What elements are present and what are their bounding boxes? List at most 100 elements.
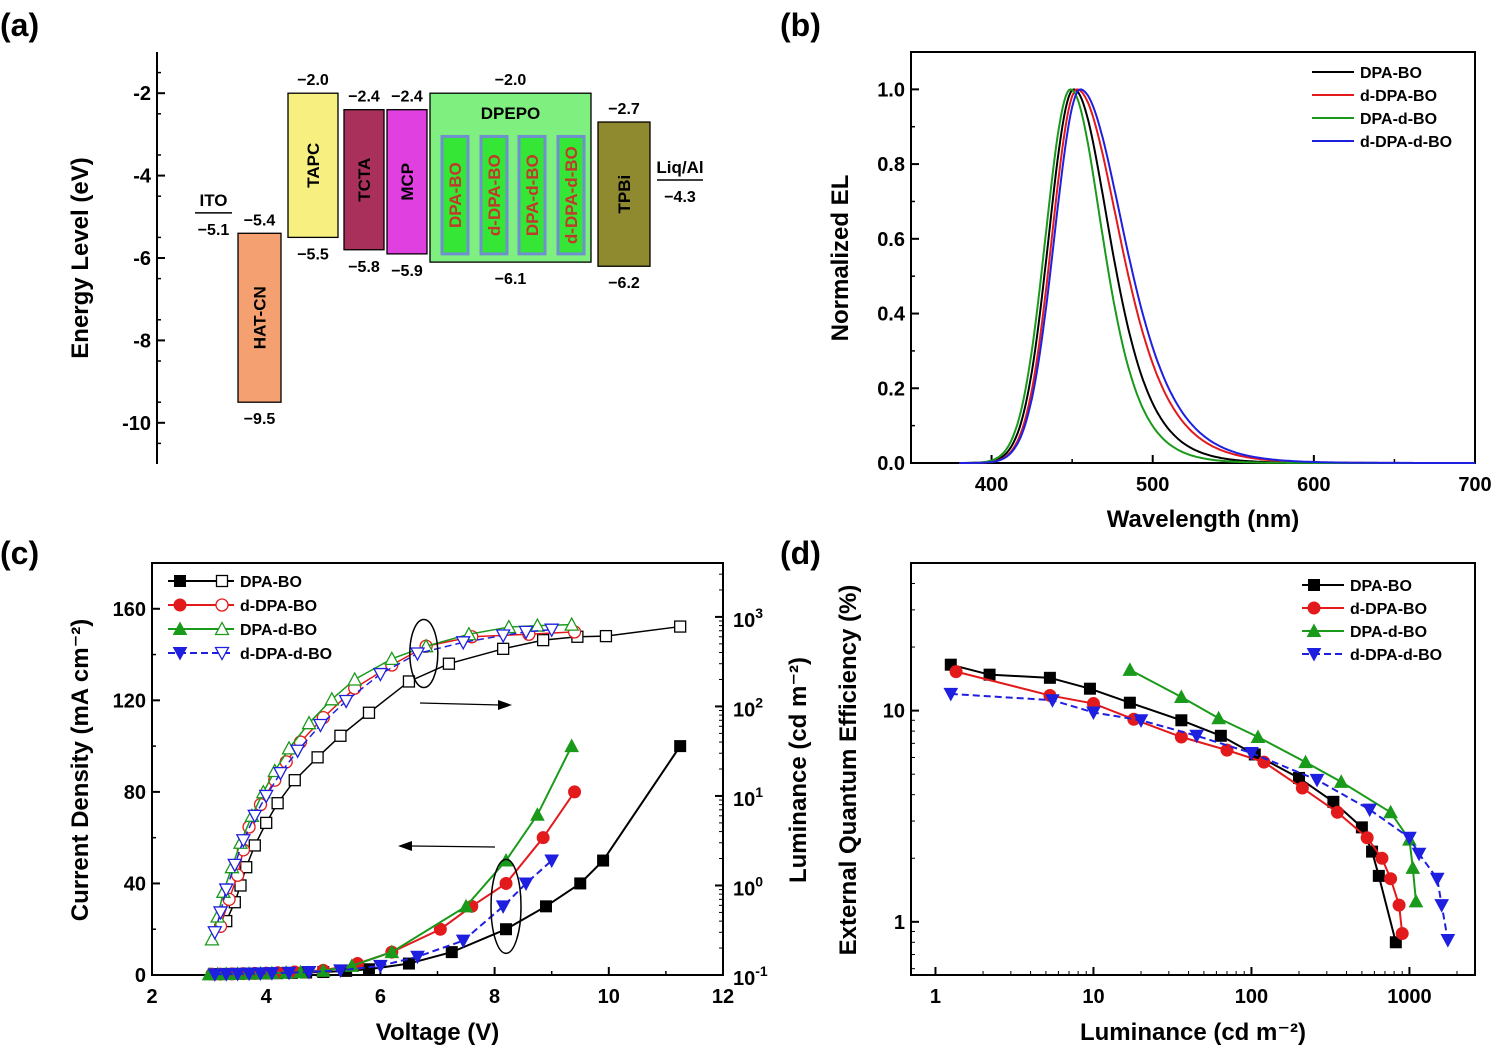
current-point	[518, 877, 534, 891]
panel-label-d: (d)	[780, 535, 821, 571]
luminance-point	[311, 751, 324, 764]
panel-label-b: (b)	[780, 7, 821, 43]
data-point	[1123, 696, 1136, 709]
data-point	[1333, 774, 1349, 788]
current-point	[544, 854, 560, 869]
y-tick-label: 40	[124, 873, 146, 895]
legend-label: d-DPA-d-BO	[1350, 647, 1442, 664]
y-tick-label: 10	[883, 701, 905, 723]
x-tick-label: 400	[975, 474, 1008, 496]
layer-tcta: −2.4 −5.8 TCTA	[343, 89, 385, 276]
legend-entry-dpa-d-bo: DPA-d-BO	[1302, 623, 1427, 641]
legend-label: DPA-BO	[1360, 65, 1422, 82]
data-point	[1366, 845, 1379, 858]
current-point	[230, 967, 245, 982]
luminance-point	[536, 633, 550, 647]
luminance-ellipse	[409, 618, 439, 689]
data-point	[1402, 831, 1417, 846]
legend-label: DPA-BO	[240, 574, 302, 591]
data-point	[1298, 754, 1313, 769]
luminance-point	[384, 650, 400, 665]
luminance-point	[288, 774, 301, 787]
current-point	[536, 831, 550, 845]
layer-label: TCTA	[355, 158, 374, 202]
legend-label: DPA-d-BO	[240, 622, 317, 639]
panel-d-eqe: 1 10 100 1000 1 10 Luminance (cd m⁻²) External …	[835, 562, 1476, 1046]
luminance-point	[338, 694, 354, 709]
layer-dpepo: −2.0 −6.1 DPEPO DPA-BO d-DPA-BO DPA-d-BO d-DPA…	[429, 72, 592, 288]
luminance-point	[271, 797, 284, 810]
emitter-box	[440, 134, 470, 256]
current-line	[209, 745, 573, 976]
luminance-point	[455, 636, 471, 651]
legend-marker	[1306, 648, 1322, 662]
legend-label: DPA-BO	[1350, 578, 1412, 595]
electrode-liq-al: Liq/Al −4.3	[656, 158, 703, 206]
data-point	[1411, 847, 1427, 862]
emitter-d-dpa-bo: d-DPA-BO	[479, 134, 509, 256]
data-point	[1309, 773, 1325, 788]
current-point	[218, 968, 234, 982]
y-tick-label: 0.6	[877, 229, 905, 251]
luminance-point	[372, 667, 388, 682]
data-point	[1122, 662, 1138, 676]
data-point	[1429, 872, 1445, 887]
current-line	[214, 745, 682, 976]
data-point	[1408, 893, 1424, 908]
x-tick-label: 4	[261, 986, 273, 1008]
legend-entry-dpa-bo: DPA-BO	[168, 574, 302, 591]
legend-entry-d-dpa-d-bo: d-DPA-d-BO	[1302, 647, 1442, 664]
luminance-point	[564, 616, 580, 631]
data-point	[1395, 927, 1409, 941]
legend: DPA-BO d-DPA-BO DPA-d-BO d-DPA-d-BO	[168, 574, 332, 663]
plot-frame	[910, 51, 1476, 464]
legend-entry-d-dpa-d-bo: d-DPA-d-BO	[1312, 134, 1452, 151]
y2-tick-label: 100	[733, 873, 763, 900]
y2-axis-title: Luminance (cd m⁻²)	[785, 657, 812, 883]
lumo-level-label: −2.4	[348, 89, 380, 106]
panel-label-a: (a)	[0, 7, 39, 43]
legend-marker	[1308, 579, 1320, 591]
x-tick-label: 10	[598, 986, 620, 1008]
current-arrow-head	[398, 841, 412, 851]
current-point	[539, 900, 552, 913]
current-point	[281, 966, 297, 981]
x-tick-label: 700	[1458, 474, 1491, 496]
data-point	[1133, 714, 1149, 728]
legend-label: d-DPA-BO	[1360, 88, 1437, 105]
current-point	[301, 966, 317, 980]
emitter-label: d-DPA-d-BO	[562, 146, 581, 244]
luminance-point	[495, 629, 511, 644]
y-tick-label: 0.2	[877, 378, 905, 400]
data-point	[1360, 831, 1374, 845]
data-point	[1392, 898, 1406, 912]
luminance-point	[207, 926, 223, 941]
x-axis-title: Luminance (cd m⁻²)	[1080, 1019, 1306, 1046]
current-point	[674, 740, 687, 753]
legend-marker	[1307, 601, 1321, 615]
emitter-dpa-d-bo: DPA-d-BO	[517, 134, 547, 256]
y-tick-label: -2	[133, 83, 151, 105]
luminance-arrow-head	[498, 700, 512, 710]
data-point	[1440, 934, 1456, 948]
luminance-arrow-line	[419, 702, 501, 706]
layer-mcp: −2.4 −5.9 MCP	[386, 89, 428, 280]
data-point	[1214, 729, 1227, 742]
series-dpa-bo	[944, 658, 1402, 949]
legend-entry-d-dpa-bo: d-DPA-BO	[1302, 601, 1427, 618]
x-tick-label: 1000	[1387, 986, 1432, 1008]
layer-box	[343, 109, 385, 251]
current-point	[458, 898, 474, 913]
luminance-point	[227, 858, 243, 873]
layer-box	[386, 109, 428, 255]
x-tick-label: 10	[1082, 986, 1104, 1008]
luminance-point	[362, 706, 376, 719]
data-point	[949, 665, 963, 679]
lumo-level-label: −2.4	[391, 89, 423, 106]
series-line-d-dpa-d-bo	[959, 88, 1475, 464]
legend-label: d-DPA-BO	[1350, 601, 1427, 618]
x-tick-label: 6	[375, 986, 386, 1008]
homo-level-label: −5.5	[297, 246, 329, 263]
electrode-level-label: −4.3	[664, 189, 696, 206]
current-point	[207, 968, 223, 982]
